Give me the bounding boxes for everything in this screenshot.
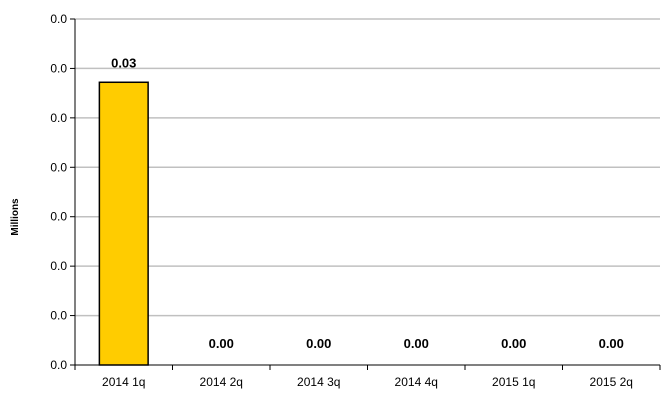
data-label: 0.03 [111, 55, 136, 70]
data-label: 0.00 [209, 336, 234, 351]
x-category-label: 2015 2q [590, 375, 633, 389]
bar [98, 81, 149, 366]
data-label: 0.00 [306, 336, 331, 351]
data-label: 0.00 [404, 336, 429, 351]
y-tick-label: 0.0 [50, 61, 67, 75]
y-tick-label: 0.0 [50, 160, 67, 174]
y-axis-title: Millions [10, 198, 21, 236]
bars [98, 81, 149, 366]
y-tick-label: 0.0 [50, 259, 67, 273]
y-tick-label: 0.0 [50, 111, 67, 125]
y-tick-label: 0.0 [50, 210, 67, 224]
y-tick-labels: 0.0 0.0 0.0 0.0 0.0 0.0 0.0 0.0 [50, 12, 67, 372]
x-category-label: 2014 1q [102, 375, 145, 389]
x-category-label: 2015 1q [492, 375, 535, 389]
gridlines [75, 18, 660, 317]
x-category-label: 2014 3q [297, 375, 340, 389]
data-label: 0.00 [501, 336, 526, 351]
y-tick-label: 0.0 [50, 12, 67, 26]
x-category-label: 2014 4q [395, 375, 438, 389]
data-label: 0.00 [599, 336, 624, 351]
x-category-label: 2014 2q [200, 375, 243, 389]
axes [70, 18, 661, 370]
y-tick-label: 0.0 [50, 309, 67, 323]
x-category-labels: 2014 1q 2014 2q 2014 3q 2014 4q 2015 1q 2015 … [102, 375, 633, 389]
data-labels: 0.03 0.00 0.00 0.00 0.00 0.00 [111, 55, 624, 351]
y-tick-label: 0.0 [50, 358, 67, 372]
